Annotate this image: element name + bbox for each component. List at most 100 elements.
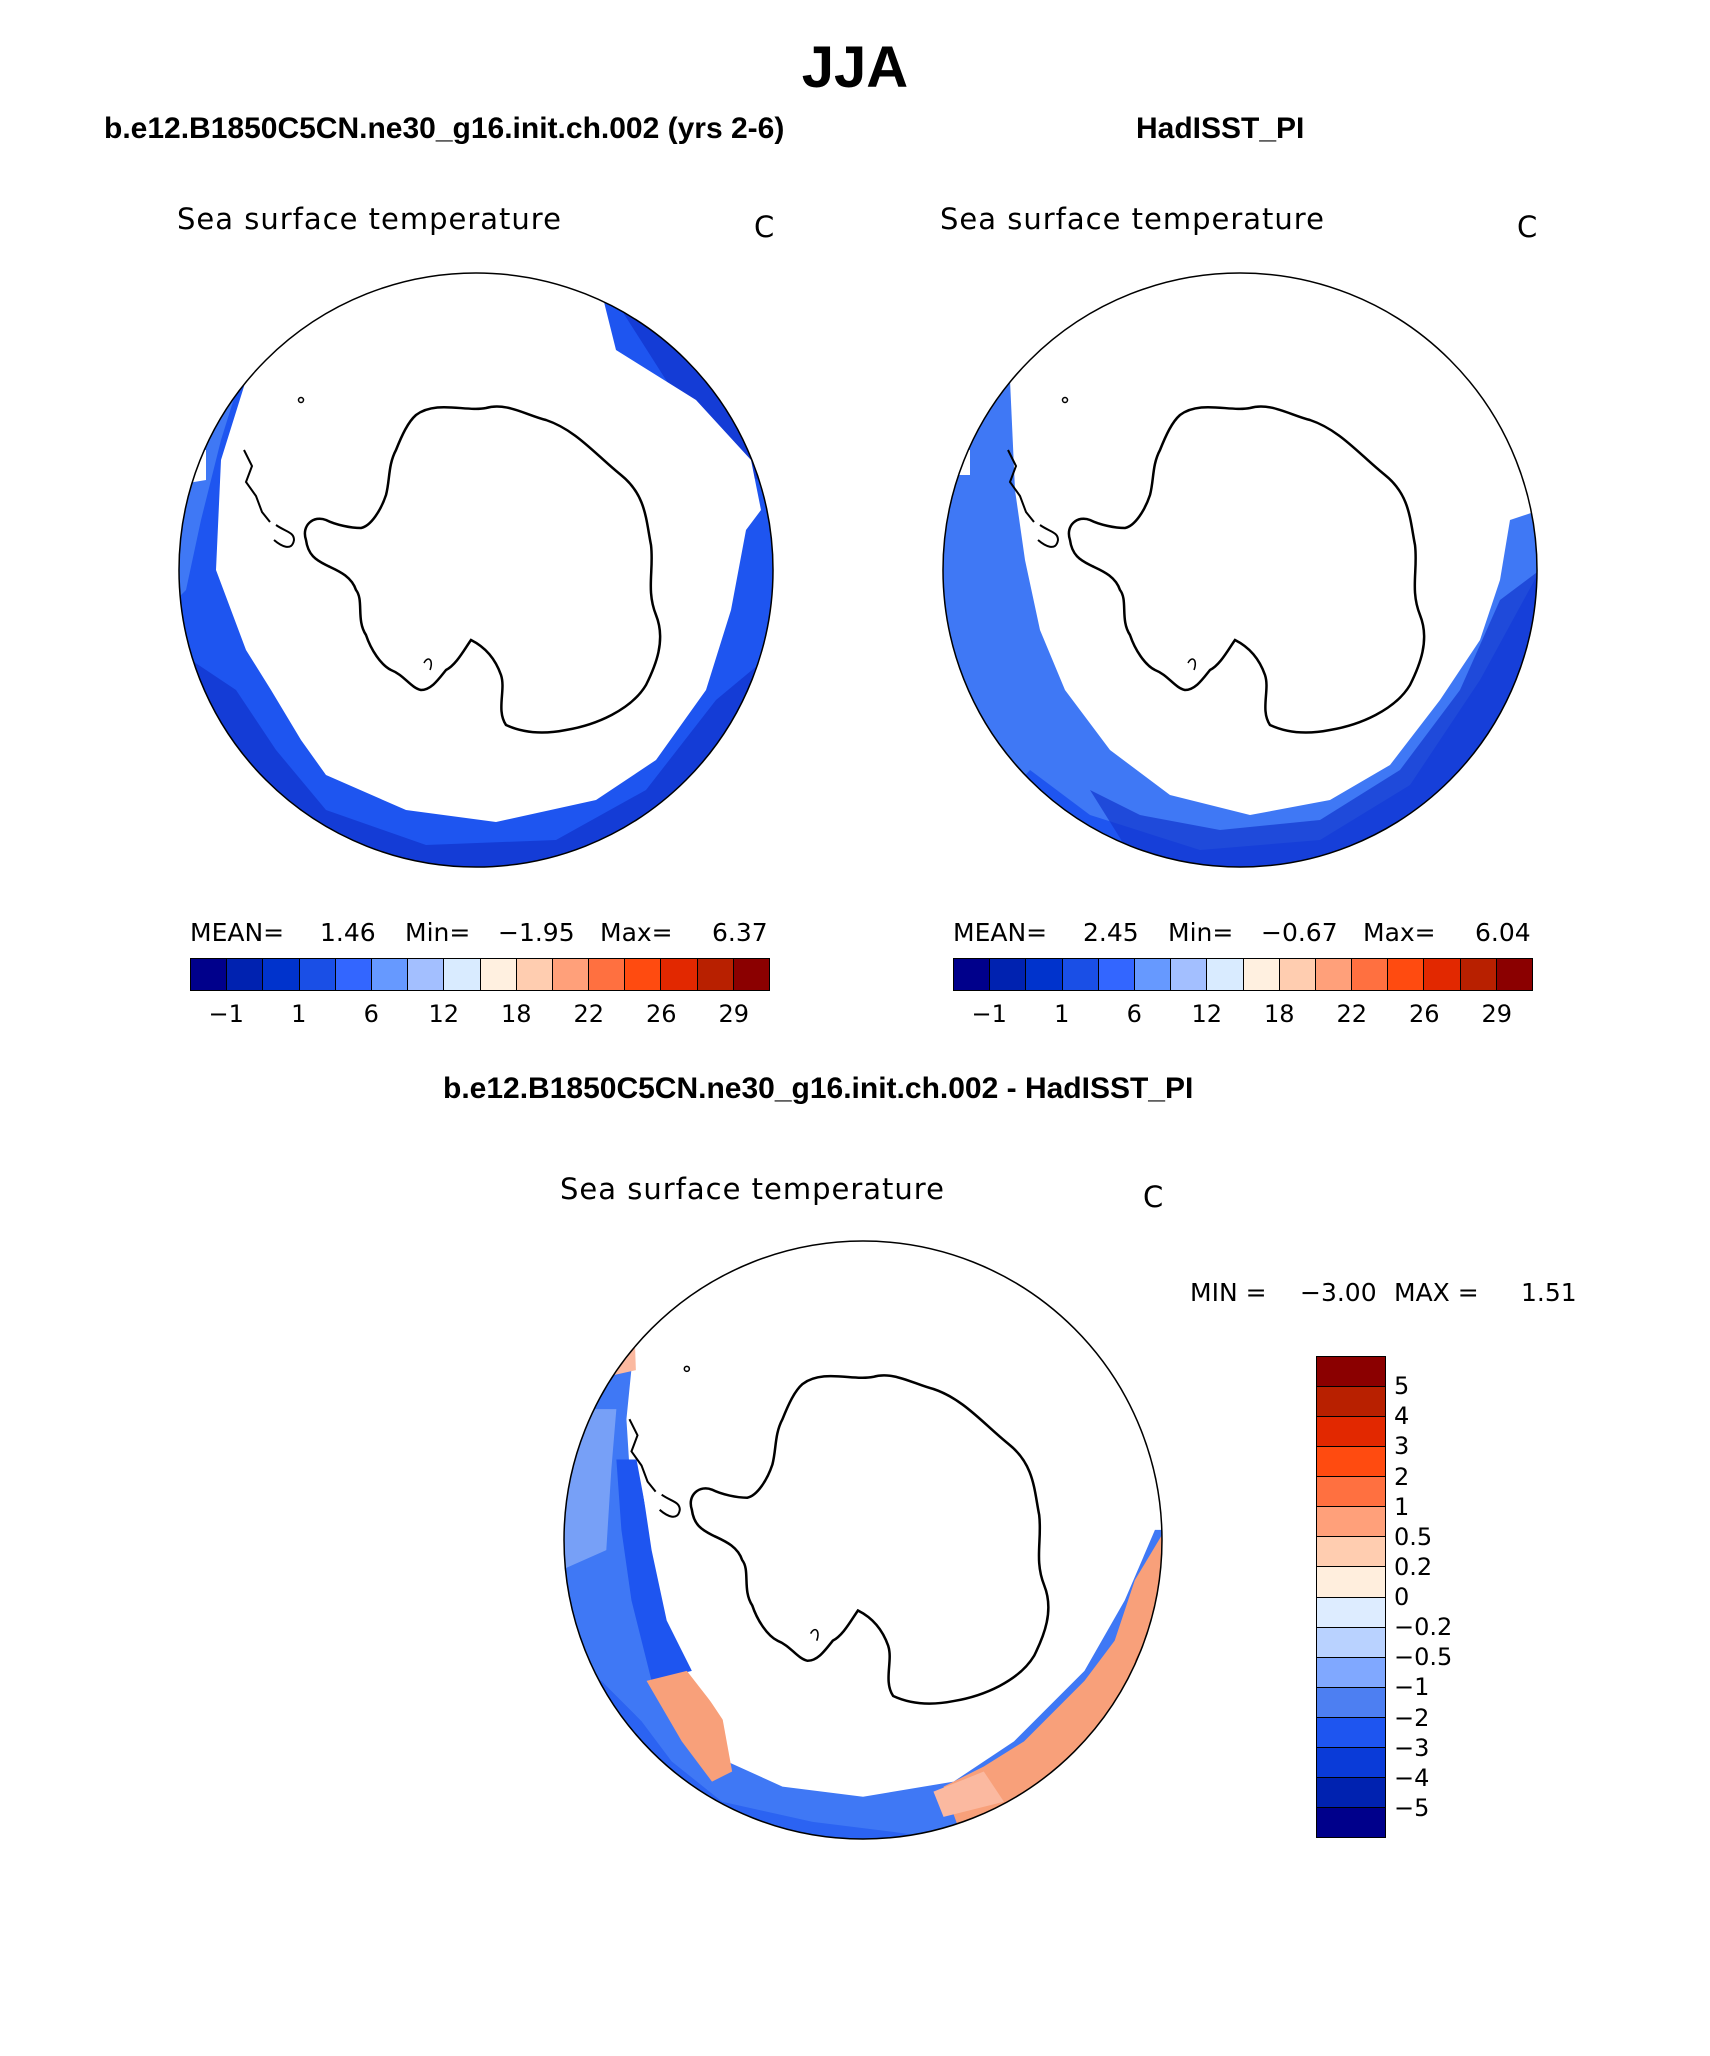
diff-colorbar-swatch-14 — [1317, 1777, 1385, 1808]
diff-colorbar-swatch-7 — [1317, 1567, 1385, 1598]
model-colorbar-tick-label: 22 — [573, 1000, 605, 1028]
model-colorbar-tick-label: 1 — [291, 1000, 307, 1028]
obs-panel-title: HadISST_PI — [1136, 112, 1305, 145]
model-mean-label: MEAN= — [190, 918, 285, 947]
diff-coastline — [628, 1365, 1050, 1705]
model-polar-map — [178, 272, 774, 868]
model-colorbar-swatch-14 — [697, 959, 734, 990]
model-colorbar-tick-label: 6 — [363, 1000, 379, 1028]
diff-colorbar-tick-label: 5 — [1394, 1372, 1410, 1401]
obs-colorbar-swatch-12 — [1388, 959, 1425, 990]
model-colorbar-swatch-8 — [480, 959, 517, 990]
obs-small-island — [1187, 658, 1197, 671]
model-small-island — [423, 658, 433, 671]
obs-colorbar-tick-label: −1 — [971, 1000, 1007, 1028]
diff-colorbar-tick-label: 1 — [1394, 1492, 1410, 1521]
diff-colorbar-swatch-12 — [1317, 1717, 1385, 1748]
diff-colorbar-swatch-2 — [1317, 1417, 1385, 1448]
diff-colorbar-tick-label: −0.5 — [1394, 1643, 1453, 1672]
diff-positive-west-coast — [646, 1670, 733, 1782]
model-peninsula-coast — [243, 449, 271, 523]
obs-colorbar-swatch-2 — [1026, 959, 1063, 990]
obs-colorbar — [953, 958, 1533, 991]
obs-min-label: Min= — [1168, 918, 1234, 947]
diff-colorbar-tick-label: −1 — [1394, 1673, 1430, 1702]
obs-deepest-band — [1090, 570, 1537, 867]
obs-mean-value: 2.45 — [1083, 918, 1139, 947]
obs-antarctica-coast — [1067, 405, 1426, 734]
model-map-boundary — [178, 272, 774, 868]
obs-colorbar-tick-label: 22 — [1336, 1000, 1368, 1028]
diff-colorbar-tick-label: −3 — [1394, 1733, 1430, 1762]
diff-colorbar-swatch-11 — [1317, 1687, 1385, 1718]
diff-colorbar-swatch-3 — [1317, 1447, 1385, 1478]
model-colorbar-ticks: −1 1 6 12 18 22 26 29 — [190, 1000, 770, 1030]
model-colorbar-swatch-5 — [371, 959, 409, 990]
obs-min-value: −0.67 — [1261, 918, 1338, 947]
obs-colorbar-ticks: −1 1 6 12 18 22 26 29 — [953, 1000, 1533, 1030]
obs-colorbar-tick-label: 26 — [1408, 1000, 1440, 1028]
model-colorbar-tick-label: 29 — [718, 1000, 750, 1028]
obs-colorbar-swatch-9 — [1279, 959, 1316, 990]
model-colorbar-swatch-1 — [227, 959, 264, 990]
obs-units-label: C — [1517, 210, 1539, 244]
model-ice-shelf-coast — [273, 524, 296, 548]
model-colorbar-swatch-15 — [733, 959, 769, 990]
obs-colorbar-swatch-13 — [1424, 959, 1461, 990]
obs-colorbar-swatch-11 — [1352, 959, 1389, 990]
diff-colorbar-tick-label: −0.2 — [1394, 1613, 1453, 1642]
diff-colorbar-tick-label: 0.2 — [1394, 1552, 1433, 1581]
model-colorbar-swatch-4 — [335, 959, 372, 990]
model-colorbar-swatch-2 — [263, 959, 300, 990]
model-deep-band — [179, 650, 773, 867]
main-title: JJA — [801, 35, 909, 100]
model-colorbar-swatch-3 — [299, 959, 336, 990]
obs-colorbar-swatch-6 — [1171, 959, 1208, 990]
diff-max-label: MAX = — [1394, 1278, 1479, 1307]
model-colorbar-tick-label: −1 — [208, 1000, 244, 1028]
obs-colorbar-swatch-10 — [1315, 959, 1353, 990]
model-island — [297, 396, 305, 404]
obs-colorbar-swatch-15 — [1496, 959, 1532, 990]
diff-colorbar-swatch-4 — [1317, 1477, 1385, 1508]
diff-ice-shelf-coast — [658, 1493, 681, 1518]
diff-sea-ice-mask — [621, 1241, 1162, 1782]
obs-colorbar-tick-label: 6 — [1126, 1000, 1142, 1028]
diff-colorbar-swatch-10 — [1317, 1657, 1385, 1688]
obs-peninsula-coast — [1007, 449, 1035, 523]
obs-polar-map — [942, 272, 1538, 868]
model-colorbar-swatch-11 — [589, 959, 626, 990]
obs-colorbar-tick-label: 12 — [1191, 1000, 1223, 1028]
model-sea-ice-mask — [216, 273, 761, 822]
obs-island — [1061, 396, 1069, 404]
obs-variable-label: Sea surface temperature — [940, 202, 1325, 236]
model-coastline — [243, 396, 662, 734]
diff-colorbar-ticks: 5 4 3 2 1 0.5 0.2 0 −0.2 −0.5 −1 −2 −3 −4 −5 — [1394, 1356, 1514, 1838]
model-colorbar-swatch-10 — [552, 959, 590, 990]
model-colorbar-tick-label: 18 — [500, 1000, 532, 1028]
diff-field — [564, 1241, 1162, 1839]
diff-min-label: MIN = — [1190, 1278, 1267, 1307]
model-antarctica-coast — [303, 405, 662, 734]
obs-colorbar-swatch-8 — [1243, 959, 1280, 990]
diff-colorbar-tick-label: 2 — [1394, 1462, 1410, 1491]
obs-colorbar-swatch-0 — [954, 959, 991, 990]
model-colorbar-swatch-13 — [661, 959, 698, 990]
model-colorbar-swatch-12 — [625, 959, 662, 990]
diff-colorbar-tick-label: −4 — [1394, 1763, 1430, 1792]
diff-min-value: −3.00 — [1300, 1278, 1377, 1307]
obs-colorbar-tick-label: 29 — [1481, 1000, 1513, 1028]
obs-max-label: Max= — [1363, 918, 1436, 947]
obs-colorbar-swatch-5 — [1134, 959, 1172, 990]
model-variable-label: Sea surface temperature — [177, 202, 562, 236]
obs-mean-label: MEAN= — [953, 918, 1048, 947]
diff-colorbar — [1316, 1356, 1386, 1838]
model-panel-title: b.e12.B1850C5CN.ne30_g16.init.ch.002 (yr… — [104, 112, 785, 145]
model-colorbar-tick-label: 26 — [645, 1000, 677, 1028]
obs-colorbar-swatch-1 — [990, 959, 1027, 990]
model-colorbar-swatch-0 — [191, 959, 228, 990]
diff-antarctica-coast — [689, 1374, 1050, 1705]
diff-colorbar-tick-label: 0.5 — [1394, 1522, 1433, 1551]
obs-coastline — [1007, 396, 1426, 734]
diff-colorbar-tick-label: −5 — [1394, 1793, 1430, 1822]
